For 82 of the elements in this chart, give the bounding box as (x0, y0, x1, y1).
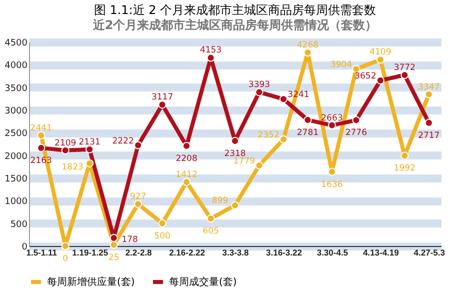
point (134, 141, 142, 150)
point (61, 242, 70, 250)
point (158, 219, 166, 228)
point (376, 56, 384, 64)
point (86, 159, 94, 168)
y-tick-label: 500 (10, 220, 28, 230)
data-label: 500 (154, 231, 170, 242)
point (352, 116, 360, 124)
data-label: 3904 (330, 60, 352, 70)
point (424, 90, 433, 98)
data-label: 3772 (394, 63, 416, 74)
point (158, 100, 166, 109)
data-label: 2109 (54, 138, 76, 148)
data-label: 4268 (296, 40, 319, 51)
data-label: 927 (130, 192, 146, 202)
point (400, 152, 409, 160)
legend-label: 每周新增供应量(套) (47, 276, 135, 288)
point (328, 168, 336, 176)
x-tick-label: 2.16-2.22 (169, 248, 206, 258)
x-tick-label: 1.5-1.11 (26, 248, 58, 258)
data-label: 25 (108, 252, 120, 263)
data-label: 2131 (78, 137, 100, 148)
y-tick-label: 3500 (4, 84, 28, 94)
data-label: 605 (202, 226, 219, 237)
y-tick-label: 4500 (4, 38, 28, 48)
chart-subtitle: 近2个月来成都市主城区商品房每周供需情况（套数） (92, 18, 378, 32)
y-tick-label: 4000 (4, 61, 28, 72)
point (110, 240, 118, 249)
point (328, 121, 336, 130)
data-label: 2717 (418, 130, 440, 141)
point (255, 88, 264, 96)
data-label: 3347 (418, 82, 440, 92)
point (304, 116, 312, 124)
data-label: 1992 (394, 164, 416, 174)
point (206, 214, 215, 223)
point (134, 200, 142, 208)
data-label: 899 (212, 196, 228, 206)
data-label: 1636 (321, 180, 343, 190)
chart-title: 图 1.1:近 2 个月来成都市主城区商品房每周供需套数 (94, 3, 376, 17)
data-label: 3393 (248, 80, 270, 90)
data-label: 1412 (176, 170, 198, 180)
y-tick-label: 1500 (4, 174, 28, 184)
data-label: 2441 (30, 123, 52, 134)
y-tick-label: 2500 (4, 129, 28, 140)
data-label: 3117 (151, 92, 174, 103)
point (206, 54, 215, 62)
y-tick-label: 2000 (4, 152, 28, 162)
y-tick-label: 0 (22, 242, 28, 252)
point (110, 234, 118, 242)
point (376, 76, 384, 84)
legend-label: 每周成交量(套) (169, 276, 237, 288)
x-tick-label: 3.3-3.8 (222, 248, 249, 258)
x-tick-label: 3.16-3.22 (266, 248, 302, 258)
point (230, 201, 240, 210)
point (37, 131, 46, 140)
x-tick-label: 1.19-1.25 (72, 248, 108, 258)
y-tick-label: 1000 (4, 197, 28, 208)
data-label: 4153 (200, 46, 222, 56)
x-tick-label: 4.13-4.19 (362, 248, 400, 258)
point (279, 135, 288, 144)
point (279, 95, 288, 104)
x-tick-label: 4.27-5.3 (414, 248, 446, 258)
point (182, 178, 191, 186)
point (255, 161, 264, 170)
point (37, 144, 46, 152)
data-label: 1823 (62, 162, 84, 172)
data-label: 2776 (345, 128, 367, 138)
data-label: 2352 (258, 130, 280, 140)
x-tick-label: 3.30-4.5 (316, 248, 348, 258)
data-label: 2781 (296, 128, 319, 138)
data-label: 178 (122, 234, 138, 245)
data-label: 0 (62, 254, 68, 264)
data-label: 2222 (112, 136, 134, 146)
y-tick-label: 3000 (4, 106, 28, 116)
point (86, 145, 94, 154)
point (182, 142, 191, 150)
point (424, 118, 433, 127)
data-label: 2208 (176, 154, 198, 164)
data-label: 1779 (233, 156, 256, 166)
x-tick-label: 2.2-2.8 (125, 248, 152, 258)
data-label: 4109 (370, 48, 392, 58)
point (61, 146, 70, 154)
